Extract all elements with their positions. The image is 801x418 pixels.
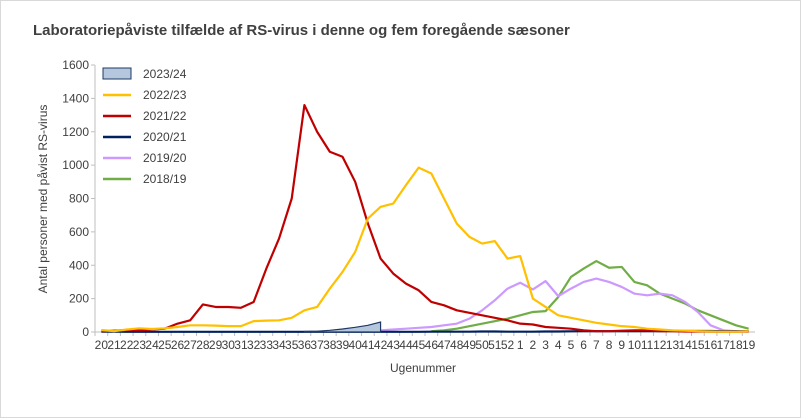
x-tick-label: 13 xyxy=(666,338,680,352)
x-tick-label: 50 xyxy=(475,338,489,352)
x-tick-label: 27 xyxy=(184,338,198,352)
x-tick-label: 48 xyxy=(450,338,464,352)
chart-title: Laboratoriepåviste tilfælde af RS-virus … xyxy=(33,22,570,39)
x-tick-label: 32 xyxy=(247,338,261,352)
legend-label: 2020/21 xyxy=(143,130,187,144)
x-tick-label: 17 xyxy=(717,338,731,352)
x-tick-label: 29 xyxy=(209,338,223,352)
x-tick-label: 49 xyxy=(463,338,477,352)
x-tick-label: 28 xyxy=(196,338,210,352)
x-tick-label: 3 xyxy=(542,338,549,352)
x-tick-label: 36 xyxy=(298,338,312,352)
y-tick-label: 1200 xyxy=(62,125,89,139)
x-tick-label: 35 xyxy=(285,338,299,352)
x-tick-label: 44 xyxy=(399,338,413,352)
x-tick-label: 25 xyxy=(158,338,172,352)
y-tick-label: 1600 xyxy=(62,58,89,72)
y-tick-label: 200 xyxy=(69,292,89,306)
series-area-2023-24 xyxy=(303,321,382,333)
series-line-2019-20 xyxy=(380,277,749,333)
legend: 2023/24 2022/23 2021/22 2020/21 2019/20 2018/… xyxy=(102,67,187,186)
x-tick-label: 40 xyxy=(349,338,363,352)
legend-label: 2018/19 xyxy=(143,172,187,186)
x-tick-label: 24 xyxy=(145,338,159,352)
x-tick-label: 9 xyxy=(618,338,625,352)
x-tick-label: 21 xyxy=(107,338,121,352)
x-tick-label: 23 xyxy=(133,338,147,352)
legend-swatch xyxy=(102,67,132,80)
x-tick-label: 22 xyxy=(120,338,134,352)
x-tick-label: 5 xyxy=(568,338,575,352)
x-tick-label: 16 xyxy=(704,338,718,352)
x-tick-label: 12 xyxy=(653,338,667,352)
x-tick-label: 8 xyxy=(606,338,613,352)
x-tick-label: 20 xyxy=(95,338,109,352)
x-tick-label: 38 xyxy=(323,338,337,352)
series-layer xyxy=(101,103,749,333)
legend-label: 2022/23 xyxy=(143,88,187,102)
y-axis-label: Antal personer med påvist RS-virus xyxy=(36,105,50,294)
x-tick-label: 33 xyxy=(260,338,274,352)
y-tick-label: 800 xyxy=(69,192,89,206)
x-tick-label: 15 xyxy=(691,338,705,352)
x-tick-label: 4 xyxy=(555,338,562,352)
x-tick-label: 52 xyxy=(501,338,515,352)
x-tick-label: 46 xyxy=(425,338,439,352)
x-tick-label: 41 xyxy=(361,338,375,352)
x-tick-label: 6 xyxy=(580,338,587,352)
x-tick-label: 14 xyxy=(679,338,693,352)
x-tick-label: 7 xyxy=(593,338,600,352)
x-tick-label: 37 xyxy=(310,338,324,352)
x-tick-label: 19 xyxy=(742,338,756,352)
y-tick-label: 1000 xyxy=(62,158,89,172)
x-axis-label: Ugenummer xyxy=(390,361,456,375)
series-line-2021-22 xyxy=(101,103,749,333)
x-tick-label: 1 xyxy=(517,338,524,352)
y-tick-label: 400 xyxy=(69,258,89,272)
x-tick-label: 45 xyxy=(412,338,426,352)
legend-label: 2023/24 xyxy=(143,67,187,81)
x-tick-label: 2 xyxy=(530,338,537,352)
y-tick-label: 0 xyxy=(82,325,89,339)
x-tick-label: 34 xyxy=(272,338,286,352)
x-tick-label: 31 xyxy=(234,338,248,352)
y-tick-label: 1400 xyxy=(62,91,89,105)
x-tick-label: 43 xyxy=(387,338,401,352)
x-tick-label: 26 xyxy=(171,338,185,352)
x-tick-label: 39 xyxy=(336,338,350,352)
x-tick-label: 18 xyxy=(729,338,743,352)
x-tick-label: 51 xyxy=(488,338,502,352)
x-tick-label: 47 xyxy=(437,338,451,352)
x-tick-label: 10 xyxy=(628,338,642,352)
y-tick-label: 600 xyxy=(69,225,89,239)
x-tick-label: 30 xyxy=(222,338,236,352)
x-tick-label: 42 xyxy=(374,338,388,352)
legend-label: 2019/20 xyxy=(143,151,187,165)
series-line-2022-23 xyxy=(101,166,749,333)
legend-label: 2021/22 xyxy=(143,109,187,123)
x-tick-label: 11 xyxy=(641,338,654,352)
